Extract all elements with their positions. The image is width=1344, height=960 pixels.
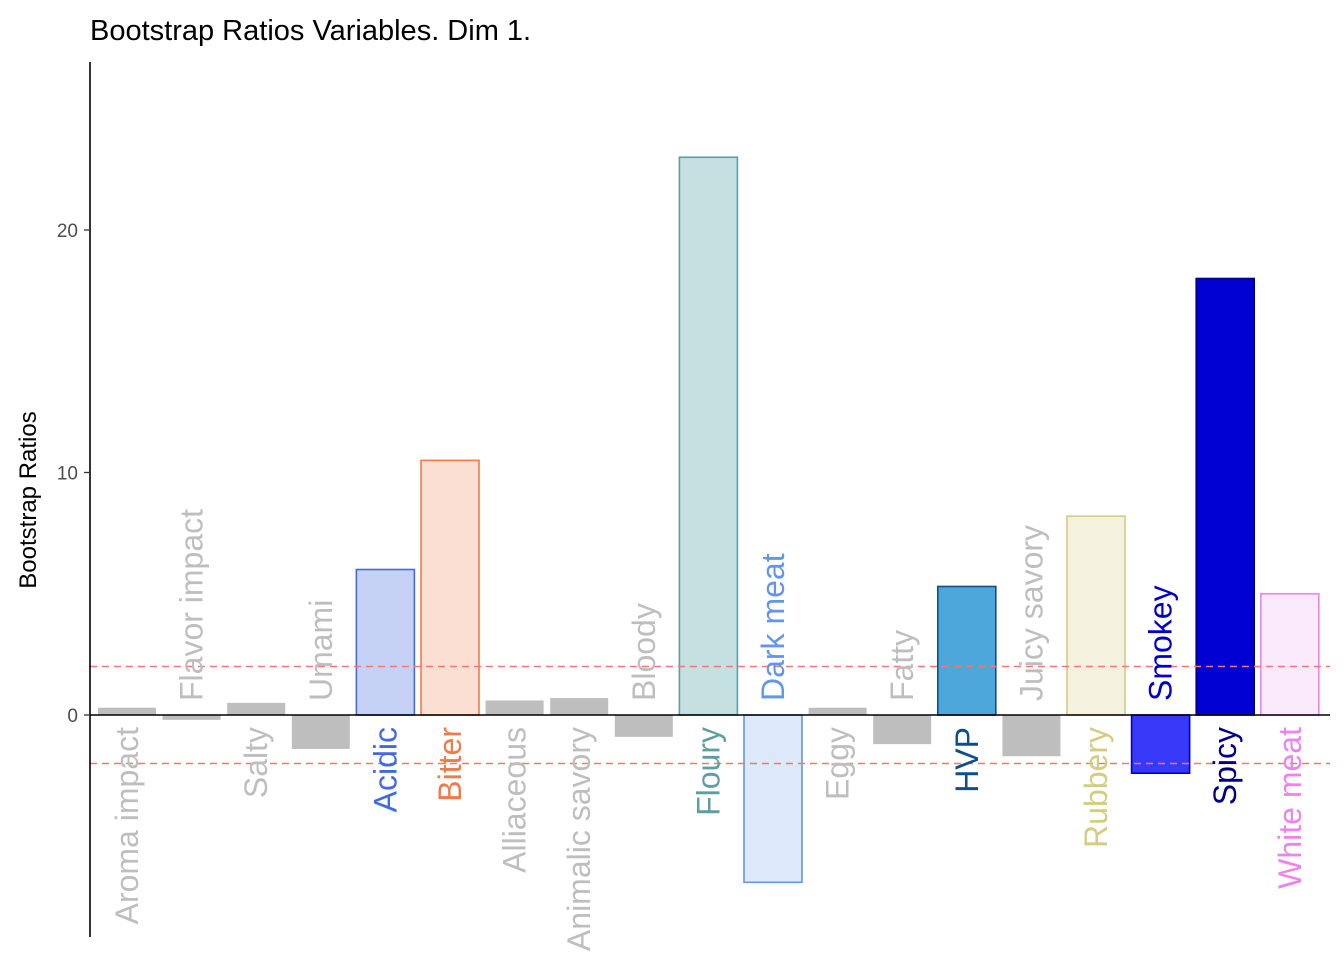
y-axis-label: Bootstrap Ratios <box>15 411 42 588</box>
bar-white-meat <box>1260 592 1320 716</box>
chart-title: Bootstrap Ratios Variables. Dim 1. <box>90 15 531 47</box>
bar-eggy <box>808 707 867 715</box>
bar-label-acidic: Acidic <box>367 727 403 812</box>
y-tick-label-20: 20 <box>57 221 78 242</box>
bar-alliaceous <box>485 700 544 715</box>
bar-rubbery <box>1066 515 1126 716</box>
bar-label-fatty: Fatty <box>884 630 920 701</box>
bar-dark-meat <box>743 714 803 884</box>
bar-acidic <box>355 568 416 716</box>
bar-label-eggy: Eggy <box>820 727 856 800</box>
bar-label-juicy-savory: Juicy savory <box>1013 525 1049 701</box>
y-tick-label-10: 10 <box>57 464 78 485</box>
bar-label-smokey: Smokey <box>1143 585 1179 701</box>
bar-aroma-impact <box>98 707 156 715</box>
bar-label-umami: Umami <box>303 600 339 701</box>
bar-juicy-savory <box>1002 715 1061 757</box>
bar-label-dark-meat: Dark meat <box>755 553 791 701</box>
bar-bitter <box>420 459 480 716</box>
bar-spicy <box>1195 277 1255 716</box>
bar-flavor-impact <box>162 715 221 720</box>
bar-label-flavor-impact: Flavor impact <box>174 509 210 701</box>
bar-label-bloody: Bloody <box>626 603 662 701</box>
plot-area: 0 10 20 Aroma impact Flavor impact Salty Umami… <box>57 62 1330 951</box>
bar-fatty <box>873 715 932 745</box>
bar-label-aroma-impact: Aroma impact <box>109 727 145 925</box>
bar-label-animalic-savory: Animalic savory <box>561 727 597 951</box>
bar-umami <box>291 715 350 749</box>
bar-label-spicy: Spicy <box>1207 727 1243 805</box>
bar-label-hvp: HVP <box>949 727 985 793</box>
bar-hvp <box>936 585 997 716</box>
bar-animalic-savory <box>550 698 609 715</box>
bar-label-floury: Floury <box>690 727 726 816</box>
bar-bloody <box>614 715 673 737</box>
bar-smokey <box>1130 714 1191 775</box>
y-tick-label-0: 0 <box>67 706 78 727</box>
bar-label-rubbery: Rubbery <box>1078 727 1114 848</box>
bar-label-salty: Salty <box>238 727 274 798</box>
bar-floury <box>678 156 739 716</box>
bar-label-white-meat: White meat <box>1272 727 1308 889</box>
bar-salty <box>227 702 286 715</box>
bar-label-alliaceous: Alliaceous <box>497 727 533 873</box>
bar-label-bitter: Bitter <box>432 727 468 802</box>
